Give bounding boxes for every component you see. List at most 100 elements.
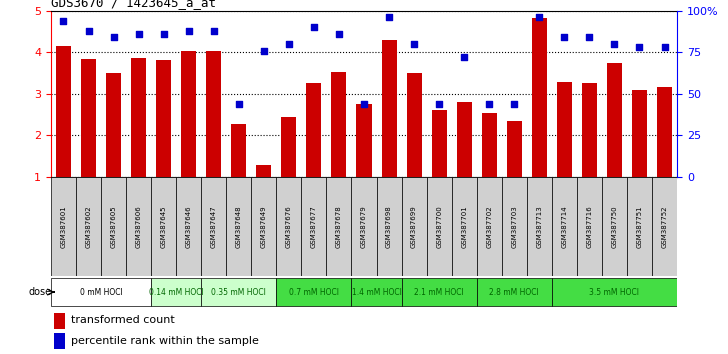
Bar [54, 333, 66, 349]
Bar [181, 51, 197, 177]
Bar [451, 177, 477, 276]
Point [558, 34, 570, 40]
Text: GSM387698: GSM387698 [386, 205, 392, 248]
Bar [306, 83, 322, 177]
Bar [156, 60, 171, 177]
Point [433, 101, 445, 107]
Bar [577, 177, 602, 276]
Bar [301, 177, 326, 276]
Text: GSM387716: GSM387716 [586, 205, 593, 248]
Point [132, 31, 144, 37]
Text: GSM387752: GSM387752 [662, 205, 668, 248]
Text: GSM387602: GSM387602 [85, 205, 92, 248]
Text: transformed count: transformed count [71, 315, 175, 325]
Text: GSM387645: GSM387645 [161, 205, 167, 248]
Text: GDS3670 / 1423645_a_at: GDS3670 / 1423645_a_at [51, 0, 216, 10]
Text: percentile rank within the sample: percentile rank within the sample [71, 336, 259, 346]
Text: GSM387605: GSM387605 [111, 205, 116, 248]
Bar [277, 278, 352, 306]
Text: GSM387750: GSM387750 [612, 205, 617, 248]
Point [183, 28, 194, 33]
Bar [131, 58, 146, 177]
Bar [607, 63, 622, 177]
Point [83, 28, 95, 33]
Bar [376, 177, 402, 276]
Bar [326, 177, 352, 276]
Bar [226, 177, 251, 276]
Bar [406, 73, 422, 177]
Text: dose: dose [28, 287, 51, 297]
Bar [402, 278, 477, 306]
Text: GSM387647: GSM387647 [210, 205, 217, 248]
Bar [402, 177, 427, 276]
Text: 0.14 mM HOCl: 0.14 mM HOCl [149, 287, 204, 297]
Bar [151, 278, 201, 306]
Point [408, 41, 420, 47]
Text: GSM387676: GSM387676 [286, 205, 292, 248]
Point [534, 15, 545, 20]
Bar [101, 177, 126, 276]
Point [208, 28, 220, 33]
Bar [657, 87, 672, 177]
Bar [527, 177, 552, 276]
Point [158, 31, 170, 37]
Bar [206, 51, 221, 177]
Bar [552, 278, 677, 306]
Bar [81, 59, 96, 177]
Bar [552, 177, 577, 276]
Bar [627, 177, 652, 276]
Bar [502, 177, 527, 276]
Text: GSM387703: GSM387703 [511, 205, 518, 248]
Point [459, 55, 470, 60]
Point [283, 41, 295, 47]
Bar [652, 177, 677, 276]
Point [659, 44, 670, 50]
Bar [106, 73, 121, 177]
Text: 0.35 mM HOCl: 0.35 mM HOCl [211, 287, 266, 297]
Text: GSM387699: GSM387699 [411, 205, 417, 248]
Point [258, 48, 269, 53]
Text: GSM387601: GSM387601 [60, 205, 66, 248]
Text: GSM387701: GSM387701 [461, 205, 467, 248]
Text: GSM387713: GSM387713 [537, 205, 542, 248]
Bar [51, 177, 76, 276]
Point [584, 34, 596, 40]
Bar [381, 40, 397, 177]
Text: GSM387649: GSM387649 [261, 205, 267, 248]
Bar [56, 46, 71, 177]
Text: GSM387678: GSM387678 [336, 205, 342, 248]
Bar [51, 278, 151, 306]
Point [633, 44, 645, 50]
Point [358, 101, 370, 107]
Point [308, 24, 320, 30]
Bar [427, 177, 451, 276]
Bar [507, 121, 522, 177]
Bar [281, 117, 296, 177]
Bar [277, 177, 301, 276]
Bar [54, 313, 66, 329]
Bar [357, 104, 371, 177]
Text: 0.7 mM HOCl: 0.7 mM HOCl [289, 287, 339, 297]
Text: GSM387677: GSM387677 [311, 205, 317, 248]
Bar [477, 177, 502, 276]
Text: GSM387702: GSM387702 [486, 205, 492, 248]
Bar [331, 72, 347, 177]
Text: 2.1 mM HOCl: 2.1 mM HOCl [414, 287, 464, 297]
Bar [582, 82, 597, 177]
Point [108, 34, 119, 40]
Bar [176, 177, 201, 276]
Bar [201, 278, 277, 306]
Point [483, 101, 495, 107]
Point [609, 41, 620, 47]
Point [508, 101, 520, 107]
Bar [602, 177, 627, 276]
Text: 3.5 mM HOCl: 3.5 mM HOCl [590, 287, 639, 297]
Bar [201, 177, 226, 276]
Text: GSM387646: GSM387646 [186, 205, 191, 248]
Text: GSM387751: GSM387751 [636, 205, 643, 248]
Text: GSM387679: GSM387679 [361, 205, 367, 248]
Text: GSM387700: GSM387700 [436, 205, 442, 248]
Bar [456, 102, 472, 177]
Text: GSM387648: GSM387648 [236, 205, 242, 248]
Bar [151, 177, 176, 276]
